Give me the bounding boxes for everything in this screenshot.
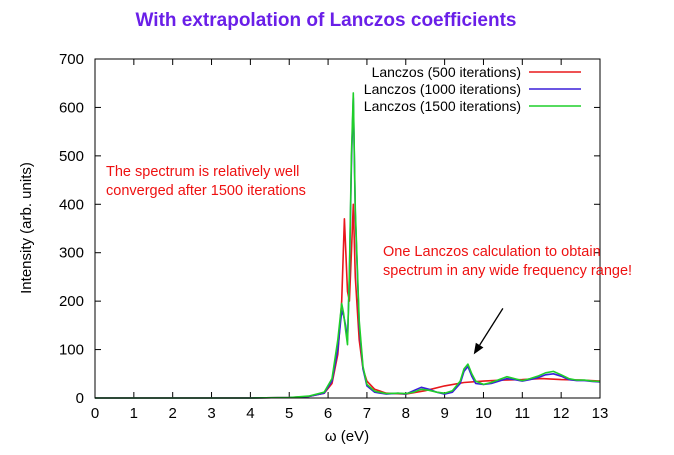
y-tick-label-7: 700 <box>59 51 84 68</box>
x-tick-label-5: 5 <box>285 405 293 422</box>
y-tick-label-2: 200 <box>59 293 84 310</box>
y-tick-labels: 0 100 200 300 400 500 600 700 <box>59 51 84 407</box>
x-tick-label-12: 12 <box>553 405 570 422</box>
x-tick-label-0: 0 <box>91 405 99 422</box>
x-tick-label-8: 8 <box>402 405 410 422</box>
x-tick-label-2: 2 <box>169 405 177 422</box>
legend-label-1500: Lanczos (1500 iterations) <box>364 98 521 114</box>
y-tick-label-0: 0 <box>76 390 84 407</box>
x-tick-label-6: 6 <box>324 405 332 422</box>
axis-ticks <box>94 58 601 399</box>
annotation-lanczos-line1: One Lanczos calculation to obtain <box>383 244 601 260</box>
x-tick-label-9: 9 <box>440 405 448 422</box>
legend-label-1000: Lanczos (1000 iterations) <box>364 81 521 97</box>
y-tick-label-5: 500 <box>59 148 84 165</box>
series-layer <box>95 92 601 399</box>
plot-frame <box>94 58 601 399</box>
legend: Lanczos (500 iterations) Lanczos (1000 i… <box>364 64 581 114</box>
annotation-convergence-line2: converged after 1500 iterations <box>106 183 306 199</box>
y-tick-label-6: 600 <box>59 99 84 116</box>
y-axis-label: Intensity (arb. units) <box>18 162 35 294</box>
annotation-lanczos-line2: spectrum in any wide frequency range! <box>383 263 632 279</box>
x-tick-label-4: 4 <box>246 405 254 422</box>
x-tick-label-13: 13 <box>592 405 609 422</box>
x-tick-label-10: 10 <box>475 405 492 422</box>
x-axis-label: ω (eV) <box>325 428 369 445</box>
y-tick-label-1: 100 <box>59 342 84 359</box>
annotation-arrow-head <box>473 342 484 355</box>
series-line-1500 <box>95 92 601 399</box>
x-tick-label-11: 11 <box>515 405 531 422</box>
chart-title: With extrapolation of Lanczos coefficien… <box>136 10 517 31</box>
y-tick-label-4: 400 <box>59 196 84 213</box>
y-tick-label-3: 300 <box>59 245 84 262</box>
x-tick-label-1: 1 <box>130 405 138 422</box>
x-tick-label-7: 7 <box>363 405 371 422</box>
annotation-convergence-line1: The spectrum is relatively well <box>106 164 299 180</box>
series-line-500 <box>95 203 601 399</box>
annotation-arrow <box>479 308 504 346</box>
legend-label-500: Lanczos (500 iterations) <box>372 64 521 80</box>
x-tick-labels: 0 1 2 3 4 5 6 7 8 9 10 11 12 13 <box>91 405 609 422</box>
x-tick-label-3: 3 <box>207 405 215 422</box>
